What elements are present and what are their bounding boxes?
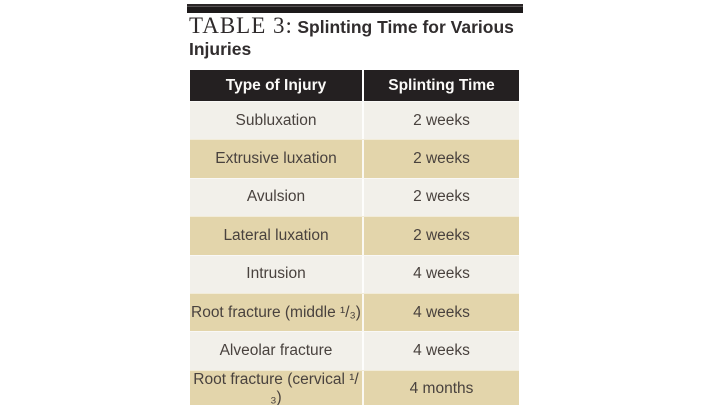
column-divider [362, 140, 364, 178]
table-row: Extrusive luxation 2 weeks [190, 139, 519, 178]
table-row: Subluxation 2 weeks [190, 101, 519, 140]
table-row: Alveolar fracture 4 weeks [190, 331, 519, 370]
injury-cell: Intrusion [246, 265, 306, 283]
column-divider [362, 70, 364, 101]
table-row: Root fracture (middle ¹/₃) 4 weeks [190, 292, 519, 332]
time-cell: 4 weeks [413, 342, 470, 360]
column-divider [362, 102, 364, 140]
injury-cell: Lateral luxation [223, 226, 329, 244]
time-cell: 4 weeks [413, 265, 470, 283]
injury-cell: Root fracture (middle ¹/₃) [191, 303, 361, 321]
top-rule-divider [187, 4, 523, 13]
injury-cell: Alveolar fracture [219, 342, 333, 360]
injury-cell: Root fracture (cervical ¹/₃) [193, 371, 359, 405]
injury-cell: Avulsion [246, 188, 306, 206]
column-divider [362, 332, 364, 370]
column-divider [362, 255, 364, 293]
table-caption: TABLE 3: Splinting Time for Various Inju… [189, 13, 525, 61]
table-row: Avulsion 2 weeks [190, 177, 519, 217]
column-header-type-of-injury: Type of Injury [225, 76, 327, 94]
column-divider [362, 178, 364, 217]
time-cell: 2 weeks [413, 226, 470, 244]
injury-cell: Subluxation [235, 111, 317, 129]
time-cell: 4 months [409, 380, 474, 398]
table-row: Root fracture (cervical ¹/₃) 4 months [190, 369, 519, 405]
column-divider [362, 293, 364, 332]
column-divider [362, 370, 364, 405]
column-header-splinting-time: Splinting Time [388, 76, 495, 94]
column-divider [362, 217, 364, 255]
table-row: Intrusion 4 weeks [190, 254, 519, 293]
time-cell: 2 weeks [413, 111, 470, 129]
time-cell: 2 weeks [413, 188, 470, 206]
splinting-time-table: Type of Injury Splinting Time Subluxatio… [190, 70, 519, 405]
table-header-row: Type of Injury Splinting Time [190, 70, 519, 101]
table-row: Lateral luxation 2 weeks [190, 216, 519, 255]
time-cell: 4 weeks [413, 303, 470, 321]
time-cell: 2 weeks [413, 150, 470, 168]
injury-cell: Extrusive luxation [215, 150, 337, 168]
table-number-label: TABLE 3: [189, 13, 293, 38]
table-title-text: Splinting Time for Various Injuries [189, 17, 514, 59]
